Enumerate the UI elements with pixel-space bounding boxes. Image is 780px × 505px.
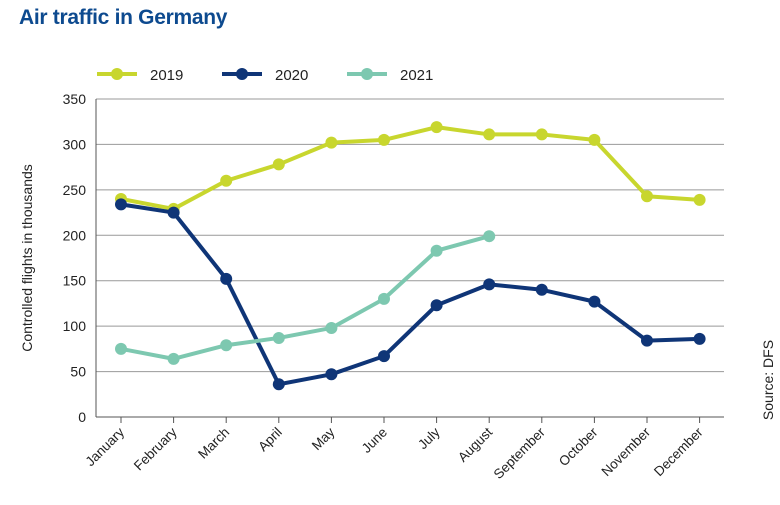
x-tick-label: July <box>415 424 443 452</box>
y-tick-label: 100 <box>63 318 87 334</box>
data-point-2021 <box>167 352 180 365</box>
data-point-2019 <box>325 136 338 149</box>
data-point-2020 <box>693 332 706 345</box>
data-point-2021 <box>325 321 338 334</box>
data-point-2020 <box>641 334 653 347</box>
y-tick-label: 50 <box>70 364 86 380</box>
legend-label: 2021 <box>400 67 433 84</box>
data-point-2019 <box>588 133 601 146</box>
data-point-2020 <box>220 272 233 285</box>
data-point-2019 <box>220 174 233 187</box>
data-point-2019 <box>535 128 548 141</box>
data-point-2020 <box>272 378 285 391</box>
x-tick-label: December <box>651 424 706 479</box>
data-point-2019 <box>378 133 390 146</box>
x-tick-label: November <box>598 424 653 479</box>
legend-item-2021: 2021 <box>347 67 433 84</box>
series-line-2019 <box>120 125 700 211</box>
x-tick-label: January <box>83 424 128 469</box>
data-point-2020 <box>535 283 548 296</box>
data-point-2019 <box>272 158 285 171</box>
x-tick-label: October <box>556 424 601 469</box>
x-tick-label: March <box>195 425 232 462</box>
data-point-2020 <box>588 295 601 308</box>
y-tick-label: 200 <box>63 227 87 243</box>
y-tick-label: 350 <box>63 91 87 107</box>
data-point-2020 <box>167 206 180 219</box>
data-point-2020 <box>378 350 390 363</box>
y-tick-label: 0 <box>78 409 86 425</box>
legend-item-2019: 2019 <box>97 67 183 84</box>
x-tick-label: February <box>131 424 180 473</box>
data-point-2021 <box>430 244 443 257</box>
data-point-2020 <box>115 198 127 211</box>
data-point-2021 <box>272 331 285 344</box>
data-point-2020 <box>430 299 443 312</box>
data-point-2021 <box>378 292 390 305</box>
legend-swatch-marker <box>361 68 373 80</box>
legend-label: 2020 <box>275 67 308 84</box>
legend-label: 2019 <box>150 67 183 84</box>
x-tick-label: June <box>359 425 390 456</box>
data-point-2019 <box>483 128 496 141</box>
x-tick-label: September <box>491 424 549 482</box>
x-tick-label: August <box>455 424 496 465</box>
data-point-2019 <box>430 121 443 134</box>
data-point-2021 <box>220 339 233 352</box>
legend-swatch-marker <box>236 68 248 80</box>
chart-title: Air traffic in Germany <box>19 6 228 29</box>
series-line-2021 <box>120 234 490 361</box>
x-tick-label: April <box>255 425 285 455</box>
legend-swatch-marker <box>111 68 123 80</box>
data-point-2020 <box>483 278 496 291</box>
legend-item-2020: 2020 <box>222 67 308 84</box>
series-line-2020 <box>120 202 700 387</box>
y-axis-label: Controlled flights in thousands <box>19 164 35 352</box>
data-point-2020 <box>325 368 338 381</box>
x-tick-label: May <box>309 424 338 453</box>
data-point-2019 <box>641 190 653 203</box>
y-tick-label: 150 <box>63 273 87 289</box>
y-tick-label: 250 <box>63 182 87 198</box>
y-tick-label: 300 <box>63 136 87 152</box>
data-point-2021 <box>483 230 496 243</box>
source-label: Source: DFS <box>760 340 776 420</box>
data-point-2021 <box>115 342 127 355</box>
data-point-2019 <box>693 193 706 206</box>
